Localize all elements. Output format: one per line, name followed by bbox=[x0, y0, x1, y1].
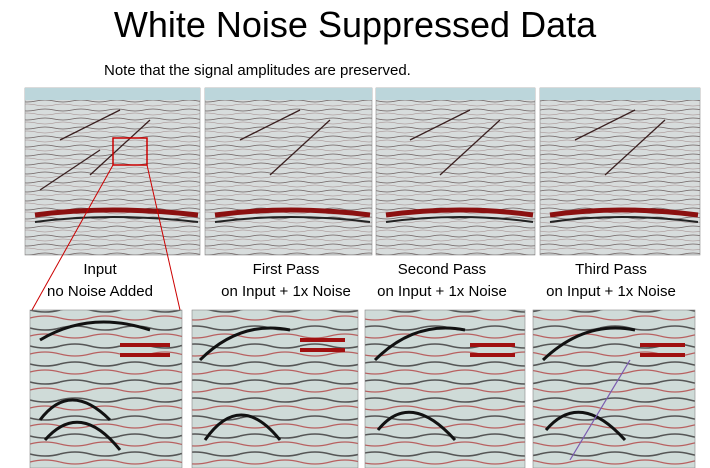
label-line: no Noise Added bbox=[10, 281, 190, 303]
note: Note that the signal amplitudes are pres… bbox=[104, 62, 411, 79]
label-line: Input bbox=[10, 259, 190, 281]
label-line: on Input + 1x Noise bbox=[196, 281, 376, 303]
label-line: on Input + 1x Noise bbox=[352, 281, 532, 303]
label-line: on Input + 1x Noise bbox=[521, 281, 701, 303]
bottom-panels bbox=[30, 310, 695, 468]
slide: White Noise Suppressed Data Note that th… bbox=[0, 0, 710, 468]
title: White Noise Suppressed Data bbox=[0, 4, 710, 46]
bottom-panel bbox=[30, 310, 182, 468]
label-line: Second Pass bbox=[352, 259, 532, 281]
top-panels bbox=[25, 88, 700, 255]
top-panel bbox=[25, 88, 200, 255]
bottom-panel bbox=[192, 310, 358, 468]
label-line: Third Pass bbox=[521, 259, 701, 281]
top-panel bbox=[205, 88, 372, 255]
bottom-panel bbox=[365, 310, 525, 468]
label-line: First Pass bbox=[196, 259, 376, 281]
bottom-panel bbox=[533, 310, 695, 468]
top-panel bbox=[540, 88, 700, 255]
top-panel bbox=[376, 88, 535, 255]
